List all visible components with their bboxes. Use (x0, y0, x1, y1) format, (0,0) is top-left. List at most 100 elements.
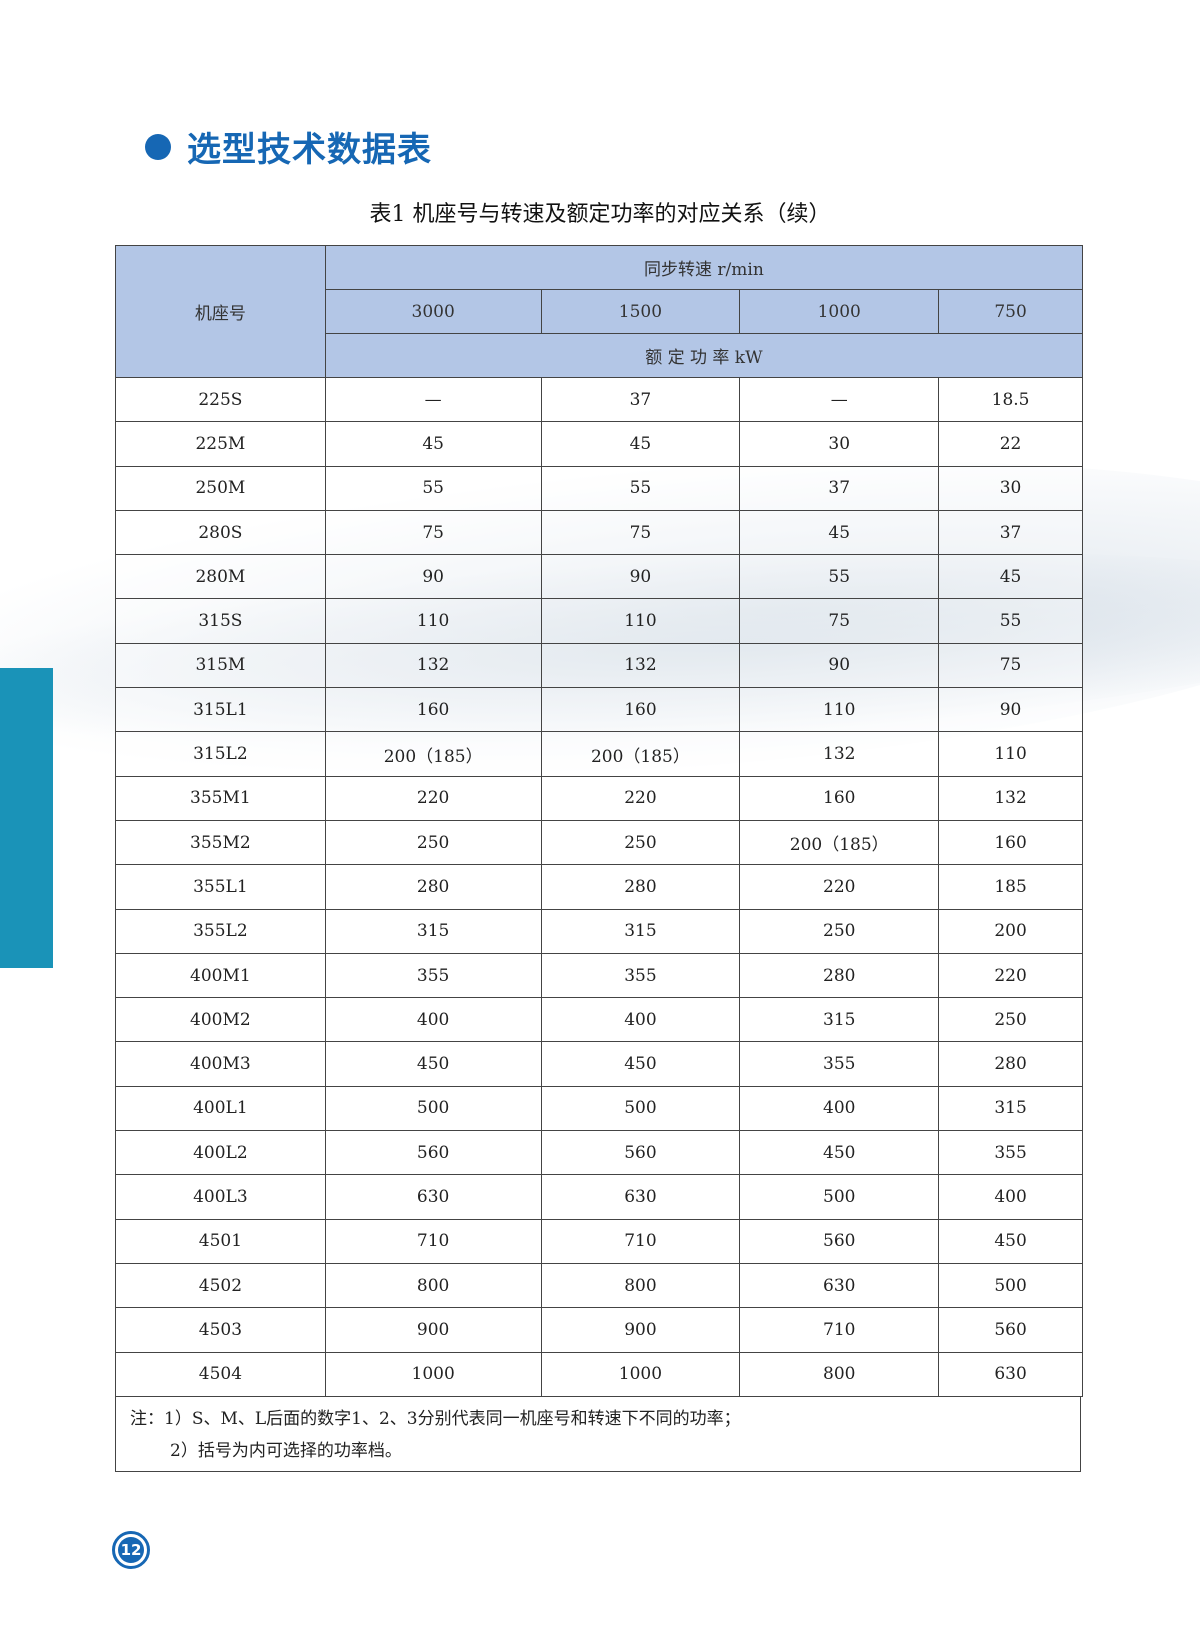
power-cell: 450 (324, 1041, 542, 1087)
frame-cell: 355M2 (115, 819, 326, 866)
power-cell: 280 (324, 864, 542, 910)
frame-cell: 4504 (115, 1351, 326, 1397)
power-cell: 800 (540, 1262, 741, 1309)
power-cell: 560 (540, 1130, 741, 1176)
side-accent-bar (0, 668, 53, 968)
power-header: 额 定 功 率 kW (324, 333, 1084, 378)
frame-cell: 225S (115, 376, 326, 423)
table-row: 400M3 450 450 355 280 (115, 1041, 1083, 1087)
table-row: 315S 110 110 75 55 (115, 598, 1083, 644)
power-cell: 630 (739, 1262, 940, 1309)
power-cell: 55 (938, 598, 1083, 644)
power-cell: 315 (739, 997, 940, 1043)
table-row: 250M 55 55 37 30 (115, 465, 1083, 511)
table-row: 315L1 160 160 110 90 (115, 687, 1083, 733)
power-cell: 560 (739, 1218, 940, 1264)
power-cell: 710 (540, 1218, 741, 1264)
page-number: 12 (118, 1537, 144, 1563)
power-cell: 18.5 (938, 376, 1083, 423)
power-cell: 110 (540, 598, 741, 644)
power-cell: 280 (540, 864, 741, 910)
table-row: 4503 900 900 710 560 (115, 1307, 1083, 1353)
power-cell: 37 (739, 465, 940, 511)
power-cell: 110 (938, 731, 1083, 777)
frame-cell: 225M (115, 421, 326, 467)
power-cell: — (324, 376, 542, 423)
note-line: 注：1）S、M、L后面的数字1、2、3分别代表同一机座号和转速下不同的功率； (130, 1409, 741, 1429)
power-cell: 280 (938, 1041, 1083, 1087)
power-cell: 160 (540, 687, 741, 733)
frame-cell: 315L2 (115, 731, 326, 777)
frame-cell: 355M1 (115, 775, 326, 821)
frame-cell: 355L2 (115, 908, 326, 954)
note-line: 2）括号为内可选择的功率档。 (170, 1441, 402, 1461)
power-cell: 160 (324, 687, 542, 733)
section-title: 选型技术数据表 (145, 122, 432, 171)
power-cell: 90 (540, 554, 741, 600)
power-cell: 37 (540, 376, 741, 423)
speed-header: 同步转速 r/min (324, 245, 1084, 290)
bullet-dot-icon (145, 133, 171, 160)
table-row: 4502 800 800 630 500 (115, 1262, 1083, 1309)
table-row: 355L2 315 315 250 200 (115, 908, 1083, 954)
frame-cell: 400L1 (115, 1085, 326, 1132)
power-cell: 800 (324, 1262, 542, 1309)
power-cell: 90 (324, 554, 542, 600)
power-cell: 1000 (324, 1351, 542, 1397)
power-cell: 250 (938, 997, 1083, 1043)
power-cell: 315 (324, 908, 542, 954)
power-cell: 500 (324, 1085, 542, 1132)
power-cell: 630 (540, 1174, 741, 1220)
power-cell: 1000 (540, 1351, 741, 1397)
table-row: 280S 75 75 45 37 (115, 509, 1083, 556)
table-row: 315M 132 132 90 75 (115, 642, 1083, 689)
data-table: 机座号 同步转速 r/min 3000 1500 1000 750 额 定 功 … (115, 245, 1084, 1397)
power-cell: 75 (324, 509, 542, 556)
table-row: 400L3 630 630 500 400 (115, 1174, 1083, 1220)
table-row: 400L1 500 500 400 315 (115, 1085, 1083, 1132)
power-cell: 400 (938, 1174, 1083, 1220)
power-cell: — (739, 376, 940, 423)
power-cell: 45 (324, 421, 542, 467)
frame-cell: 400L2 (115, 1130, 326, 1176)
power-cell: 500 (938, 1262, 1083, 1309)
power-cell: 160 (938, 819, 1083, 866)
power-cell: 30 (739, 421, 940, 467)
power-cell: 30 (938, 465, 1083, 511)
frame-cell: 355L1 (115, 864, 326, 910)
power-cell: 450 (739, 1130, 940, 1176)
power-cell: 75 (739, 598, 940, 644)
frame-cell: 315M (115, 642, 326, 689)
power-cell: 400 (324, 997, 542, 1043)
speed-col-header: 3000 (324, 289, 542, 334)
table-caption: 表1 机座号与转速及额定功率的对应关系（续） (369, 202, 831, 227)
power-cell: 132 (324, 642, 542, 689)
power-cell: 110 (739, 687, 940, 733)
power-cell: 355 (540, 952, 741, 999)
table-row: 400M1 355 355 280 220 (115, 952, 1083, 999)
table-row: 315L2 200（185） 200（185） 132 110 (115, 731, 1083, 777)
frame-cell: 280M (115, 554, 326, 600)
speed-col-header: 1000 (739, 289, 940, 334)
power-cell: 400 (540, 997, 741, 1043)
power-cell: 500 (739, 1174, 940, 1220)
power-cell: 400 (739, 1085, 940, 1132)
power-cell: 132 (938, 775, 1083, 821)
power-cell: 220 (540, 775, 741, 821)
power-cell: 250 (739, 908, 940, 954)
table-row: 400L2 560 560 450 355 (115, 1130, 1083, 1176)
power-cell: 110 (324, 598, 542, 644)
power-cell: 55 (324, 465, 542, 511)
power-cell: 250 (540, 819, 741, 866)
power-cell: 132 (739, 731, 940, 777)
table-row: 400M2 400 400 315 250 (115, 997, 1083, 1043)
power-cell: 280 (739, 952, 940, 999)
frame-cell: 250M (115, 465, 326, 511)
power-cell: 220 (324, 775, 542, 821)
power-cell: 220 (938, 952, 1083, 999)
frame-cell: 4501 (115, 1218, 326, 1264)
power-cell: 90 (739, 642, 940, 689)
power-cell: 560 (324, 1130, 542, 1176)
section-title-text: 选型技术数据表 (187, 130, 432, 170)
power-cell: 200（185） (540, 731, 741, 777)
